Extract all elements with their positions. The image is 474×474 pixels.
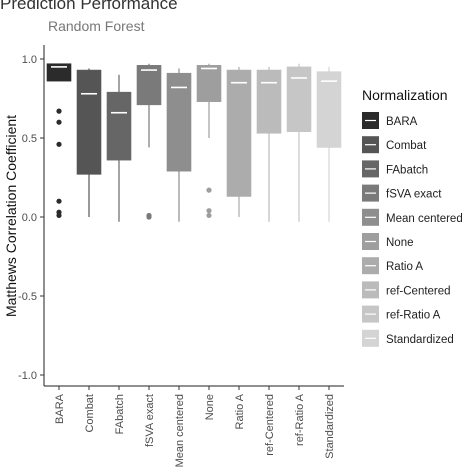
box-none [196, 65, 222, 102]
x-tick-label: FAbatch [114, 394, 126, 434]
x-tick-label: None [204, 394, 216, 420]
plot-area: -1.0 -0.5 0.0 0.5 1.0 BARA Combat FAbatch fSVA e… [18, 45, 344, 467]
box-combat [76, 69, 102, 175]
y-tick-label: 1.0 [22, 54, 37, 66]
outlier-point [56, 212, 62, 219]
legend-entry-label: Ratio A [386, 261, 423, 273]
x-tick-label: Standardized [324, 394, 336, 459]
legend-entry-label: ref-Ratio A [386, 310, 441, 322]
legend-entry-label: ref-Centered [386, 285, 451, 297]
legend-entry-label: BARA [386, 116, 418, 128]
x-tick-label: Ratio A [234, 393, 246, 429]
legend-entry-label: Standardized [386, 334, 454, 346]
box-mean-centered [166, 72, 192, 172]
legend-entry-label: FAbatch [386, 164, 428, 176]
box-ratio-a [226, 69, 252, 197]
box-ref-ratio-a [286, 66, 312, 132]
legend: BARA Combat FAbatch fSVA exact Mean centered… [362, 112, 463, 347]
outlier-point [56, 141, 62, 147]
y-tick-label: -1.0 [18, 370, 37, 382]
y-tick-label: -0.5 [18, 291, 37, 303]
box-fabatch [106, 91, 132, 161]
box-standardized [316, 71, 342, 148]
outlier-point [206, 212, 212, 219]
y-tick-label: 0.5 [22, 133, 37, 145]
box-fsva-exact [136, 65, 162, 106]
outlier-point [56, 108, 62, 114]
outlier-point [56, 198, 62, 204]
x-tick-label: Mean centered [174, 394, 186, 467]
x-tick-label: Combat [84, 394, 96, 433]
y-tick-label: 0.0 [22, 212, 37, 224]
x-tick-label: ref-Centered [264, 394, 276, 456]
outlier-point [206, 187, 212, 193]
box-bara [46, 63, 72, 82]
box-ref-centered [256, 69, 282, 134]
chart-subtitle: Random Forest [48, 18, 145, 34]
legend-entry-label: Combat [386, 140, 427, 152]
x-tick-label: ref-Ratio A [294, 393, 306, 446]
legend-title: Normalization [362, 87, 448, 103]
outlier-point [206, 208, 212, 214]
legend-entry-label: Mean centered [386, 213, 463, 225]
chart-title: Prediction Performance [0, 0, 178, 13]
y-axis-label: Matthews Correlation Coefficient [3, 115, 19, 317]
outlier-point [56, 119, 62, 125]
x-tick-label: fSVA exact [144, 394, 156, 447]
legend-entry-label: fSVA exact [386, 189, 442, 201]
legend-entry-label: None [386, 237, 414, 249]
x-tick-label: BARA [54, 393, 66, 424]
outlier-point [146, 214, 152, 220]
